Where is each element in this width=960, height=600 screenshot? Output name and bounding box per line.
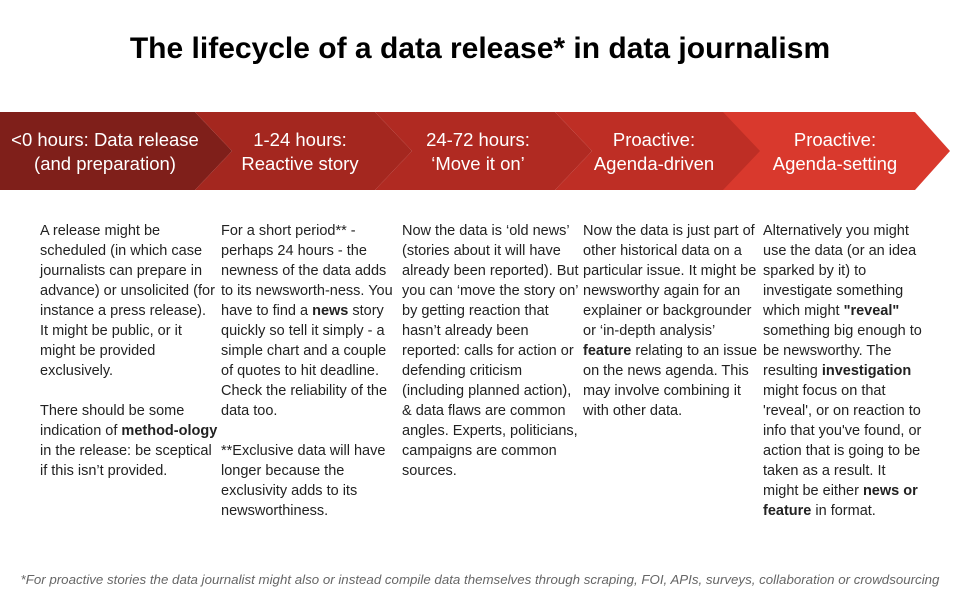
stage-description-3: Now the data is ‘old news’ (stories abou…	[402, 221, 580, 501]
text: A release might be scheduled (in which c…	[40, 223, 215, 379]
stage-arrow-3	[375, 112, 592, 190]
paragraph: Alternatively you might use the data (or…	[763, 221, 923, 521]
lifecycle-arrow-band	[0, 112, 950, 190]
stage-arrow-1	[0, 112, 232, 190]
text: Now the data is ‘old news’ (stories abou…	[402, 223, 579, 479]
text: in the release: be sceptical if this isn…	[40, 443, 212, 479]
stage-description-1: A release might be scheduled (in which c…	[40, 221, 218, 501]
text: There should be some indication of	[40, 403, 185, 439]
footnote: *For proactive stories the data journali…	[20, 572, 940, 587]
stage-description-5: Alternatively you might use the data (or…	[763, 221, 923, 541]
stage-line: <0 hours: Data release	[11, 129, 199, 150]
text: in format.	[811, 503, 876, 519]
stage-arrow-5	[723, 112, 950, 190]
stage-arrow-2	[195, 112, 412, 190]
stage-line: Proactive:	[793, 129, 877, 150]
stage-arrow-4	[555, 112, 772, 190]
bold-text: news or feature	[763, 483, 918, 519]
stage-line: ‘Move it on’	[431, 153, 525, 174]
text: **Exclusive data will have longer becaus…	[221, 443, 386, 519]
text: might focus on that 'reveal', or on reac…	[763, 383, 922, 499]
stage-line: Agenda-setting	[772, 153, 898, 174]
paragraph: For a short period** - perhaps 24 hours …	[221, 221, 399, 421]
stage-label: 1-24 hours: Reactive story	[210, 128, 390, 178]
stage-label: 24-72 hours: ‘Move it on’	[388, 128, 568, 178]
paragraph: **Exclusive data will have longer becaus…	[221, 441, 399, 521]
bold-text: "reveal"	[843, 303, 900, 319]
paragraph: Now the data is just part of other histo…	[583, 221, 761, 421]
text: Now the data is just part of other histo…	[583, 223, 757, 339]
bold-text: investigation	[821, 363, 912, 379]
stage-description-2: For a short period** - perhaps 24 hours …	[221, 221, 399, 541]
stage-line: 1-24 hours:	[253, 129, 347, 150]
stage-line: Agenda-driven	[593, 153, 715, 174]
text: Alternatively you might use the data (or…	[763, 223, 917, 319]
text: For a short period** - perhaps 24 hours …	[221, 223, 393, 319]
stage-description-4: Now the data is just part of other histo…	[583, 221, 761, 441]
paragraph: There should be some indication of metho…	[40, 401, 218, 481]
text: something big enough to be newsworthy. T…	[763, 323, 922, 379]
stage-line: Proactive:	[612, 129, 696, 150]
paragraph: Now the data is ‘old news’ (stories abou…	[402, 221, 580, 481]
stage-label: Proactive: Agenda-driven	[564, 128, 744, 178]
stage-line: (and preparation)	[34, 153, 176, 174]
stage-line: Reactive story	[241, 153, 359, 174]
stage-label: Proactive: Agenda-setting	[745, 128, 925, 178]
bold-text: feature	[583, 343, 632, 359]
text: story quickly so tell it simply - a simp…	[221, 303, 388, 419]
bold-text: news	[312, 303, 349, 319]
page-title: The lifecycle of a data release* in data…	[129, 32, 831, 65]
paragraph: A release might be scheduled (in which c…	[40, 221, 218, 381]
text: relating to an issue on the news agenda.…	[583, 343, 758, 419]
stage-line: 24-72 hours:	[426, 129, 530, 150]
bold-text: method-ology	[121, 423, 218, 439]
stage-label: <0 hours: Data release (and preparation)	[5, 128, 205, 178]
